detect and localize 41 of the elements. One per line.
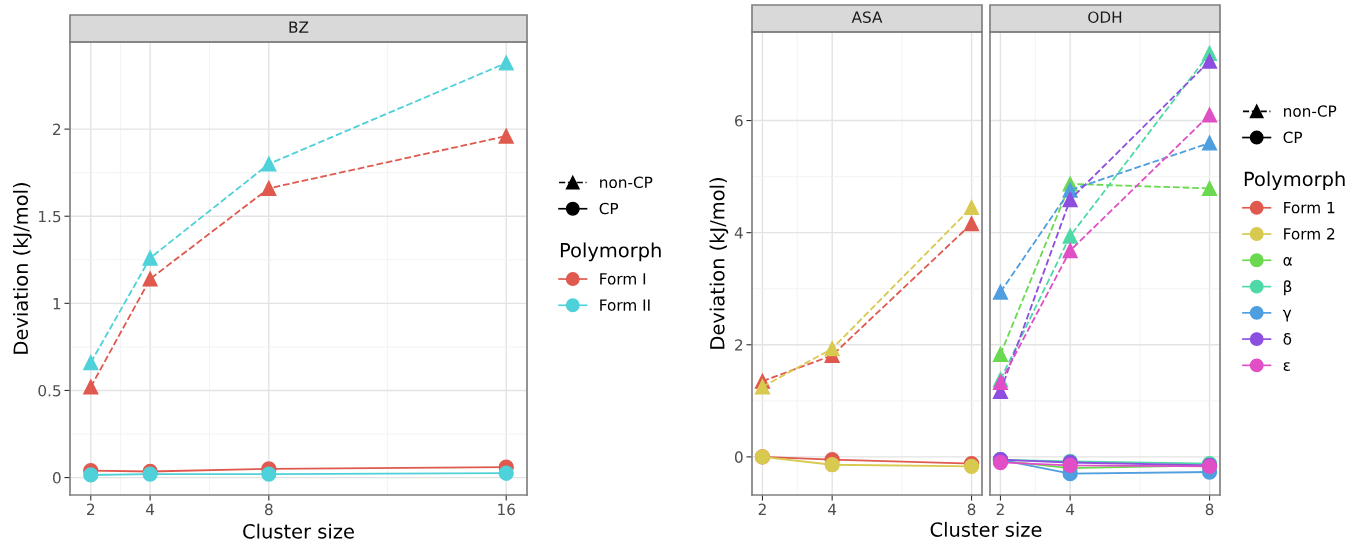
x-tick-label: 4 [1066, 503, 1075, 515]
legend-label: Form II [600, 299, 650, 311]
y-tick-label: 2 [53, 123, 61, 135]
legend-label: CP [599, 202, 619, 215]
x-tick-label: 2 [996, 503, 1004, 515]
legend-label: non-CP [600, 176, 653, 189]
x-tick-label: 16 [498, 503, 515, 516]
legend-label: β [1284, 280, 1292, 296]
legend-label: Form I [600, 273, 646, 285]
legend-label: non-CP [1284, 105, 1337, 117]
legend-title: Polymorph [560, 242, 661, 262]
y-tick-label: 4 [734, 227, 743, 239]
legend-label: δ [1283, 333, 1292, 345]
x-tick-label: 8 [265, 503, 273, 516]
legend-label: Form 1 [1284, 202, 1335, 214]
y-tick-label: 0 [52, 472, 61, 484]
chart-title: BZ [289, 21, 309, 33]
legend-label: α [1283, 257, 1293, 266]
y-tick-label: 1 [53, 298, 61, 310]
x-tick-label: 8 [1205, 503, 1214, 516]
legend-label: γ [1282, 309, 1292, 322]
y-axis-title: Deviation (kJ/mol) [709, 178, 729, 349]
legend-label: CP [1283, 131, 1303, 144]
chart-title: ASA [851, 11, 883, 23]
y-tick-label: 0 [734, 451, 743, 463]
x-tick-label: 2 [758, 503, 766, 515]
x-tick-label: 2 [87, 503, 95, 515]
x-axis-title: Cluster size [243, 523, 354, 539]
legend-label: ε [1283, 362, 1290, 371]
legend-title: Polymorph [1244, 171, 1345, 191]
chart-title: ODH [1088, 11, 1122, 23]
legend-label: Form 2 [1284, 228, 1335, 240]
y-tick-label: 2 [735, 339, 743, 351]
y-tick-label: 0.5 [38, 384, 61, 397]
x-tick-label: 8 [967, 503, 976, 516]
x-tick-label: 4 [146, 503, 155, 515]
x-tick-label: 4 [828, 503, 837, 515]
y-tick-label: 1.5 [39, 210, 61, 223]
x-axis-title: Cluster size [930, 521, 1042, 537]
y-tick-label: 6 [735, 115, 743, 127]
y-axis-title: Deviation (kJ/mol) [13, 183, 32, 354]
